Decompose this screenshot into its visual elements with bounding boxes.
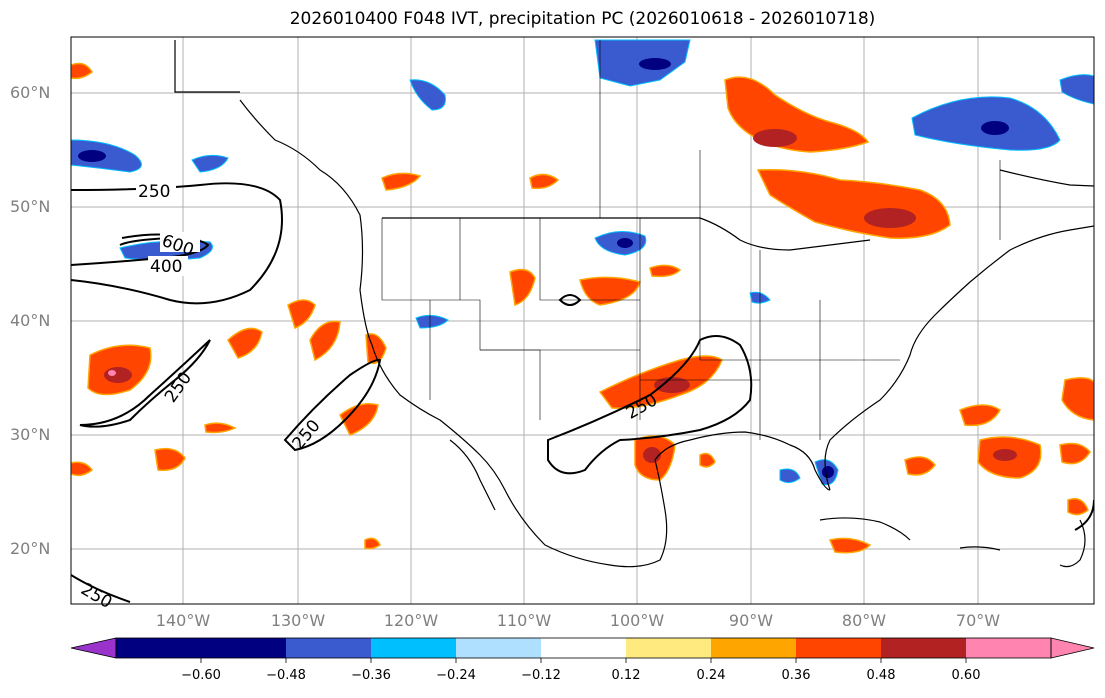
colorbar-tick-3: −0.24 <box>436 668 476 683</box>
colorbar-tick-6: 0.24 <box>696 668 726 683</box>
ivt-contour-small <box>558 294 582 306</box>
lon-label-130: 130°W <box>270 611 326 630</box>
map-frame <box>70 36 1095 605</box>
coastlines <box>174 40 1094 568</box>
colorbar-segment-11 <box>966 638 1051 658</box>
colorbar-tick-1: −0.48 <box>266 668 306 683</box>
ivt-label-1: 400 <box>150 257 182 277</box>
lon-label-90: 90°W <box>728 611 774 630</box>
lat-label-30: 30°N <box>10 425 51 444</box>
colorbar-segment-7 <box>626 638 711 658</box>
ivt-contour-250-baja <box>283 358 382 452</box>
ivt-contour-400 <box>71 236 210 266</box>
colorbar-segment-10 <box>881 638 966 658</box>
colorbar-segment-2 <box>201 638 286 658</box>
colorbar-segment-6 <box>541 638 626 658</box>
colorbar-segment-1 <box>116 638 201 658</box>
map-title: 2026010400 F048 IVT, precipitation PC (2… <box>289 9 876 29</box>
colorbar-tick-2: −0.36 <box>351 668 391 683</box>
ivt-contour-250-southwest <box>71 574 131 603</box>
lon-label-100: 100°W <box>609 611 665 630</box>
colorbar-segment-4 <box>371 638 456 658</box>
lat-label-20: 20°N <box>10 539 51 558</box>
lon-label-120: 120°W <box>383 611 439 630</box>
lon-label-80: 80°W <box>841 611 887 630</box>
lat-label-60: 60°N <box>10 83 51 102</box>
colorbar-segment-12 <box>1050 637 1095 659</box>
colorbar-tick-5: 0.12 <box>611 668 641 683</box>
precip-negative-areas <box>71 39 1094 486</box>
colorbar-tick-0: −0.60 <box>181 668 221 683</box>
ivt-contour-250-gulf <box>547 335 753 475</box>
precip-positive-areas <box>71 62 1094 554</box>
colorbar-tick-7: 0.36 <box>781 668 811 683</box>
colorbar-tick-8: 0.48 <box>866 668 896 683</box>
colorbar-segment-0 <box>70 637 117 659</box>
lon-label-70: 70°W <box>955 611 1001 630</box>
colorbar-segment-9 <box>796 638 881 658</box>
colorbar-tick-4: −0.12 <box>521 668 561 683</box>
colorbar-segment-5 <box>456 638 541 658</box>
lon-label-140: 140°W <box>155 611 211 630</box>
lon-label-110: 110°W <box>496 611 552 630</box>
colorbar-segment-8 <box>711 638 796 658</box>
colorbar-tick-9: 0.60 <box>951 668 981 683</box>
ivt-label-0: 250 <box>138 182 170 202</box>
ivt-contour-250-north <box>71 182 283 305</box>
colorbar-segment-3 <box>286 638 371 658</box>
ivt-contour-250-pacific <box>79 339 211 428</box>
state-borders <box>381 40 1001 440</box>
colorbar <box>70 637 1095 663</box>
lat-label-50: 50°N <box>10 197 51 216</box>
lat-label-40: 40°N <box>10 311 51 330</box>
